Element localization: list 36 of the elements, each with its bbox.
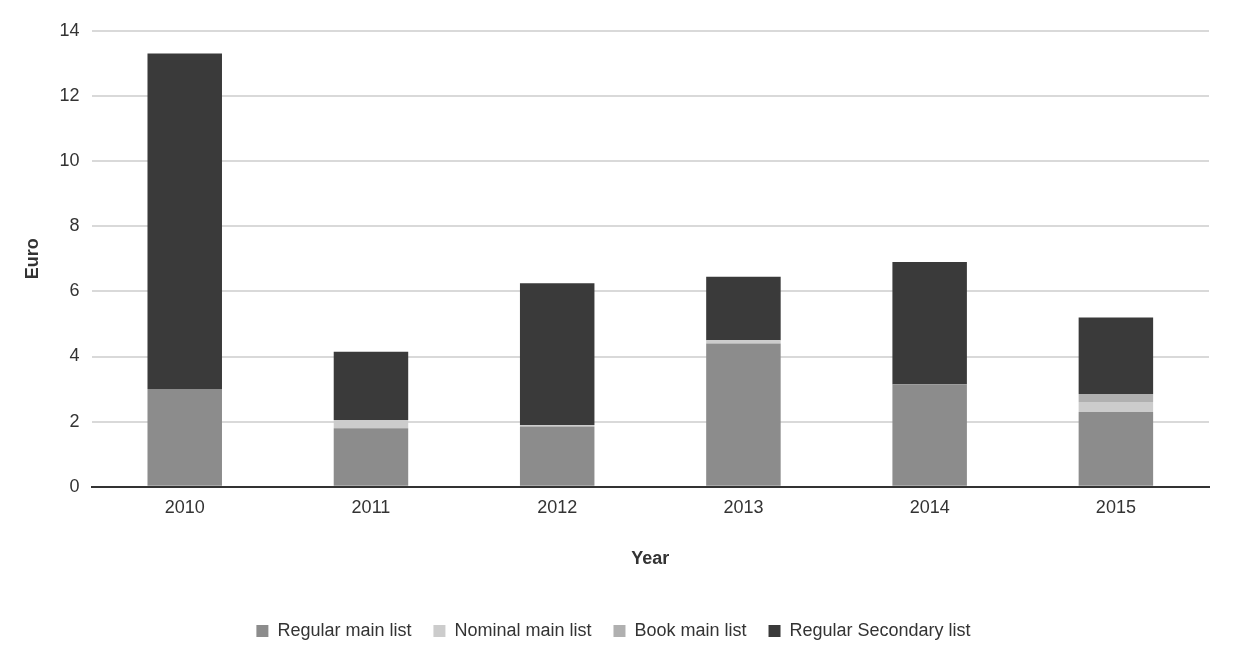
bar [892, 262, 967, 385]
legend-label: Regular main list [277, 619, 412, 640]
y-tick-label: 2 [69, 410, 80, 431]
bar [1078, 393, 1154, 403]
bar [1078, 411, 1154, 486]
bar [706, 340, 781, 344]
bar [333, 420, 409, 429]
x-axis-title: Year [631, 548, 670, 569]
bar [147, 389, 222, 486]
bar [519, 426, 595, 486]
bar [147, 53, 222, 390]
x-tick-label: 2010 [164, 496, 205, 517]
bar [1078, 317, 1154, 394]
bar [519, 283, 595, 425]
x-tick-label: 2011 [351, 496, 391, 517]
bar [333, 428, 409, 486]
bar [1078, 402, 1154, 412]
x-tick-label: 2012 [537, 496, 578, 517]
y-tick-label: 0 [69, 475, 80, 496]
legend-label: Regular Secondary list [789, 619, 971, 640]
x-tick-label: 2015 [1095, 496, 1136, 517]
y-axis-title: Euro [21, 238, 42, 280]
bar [706, 276, 781, 341]
y-tick-label: 6 [69, 280, 80, 301]
legend-label: Nominal main list [454, 619, 592, 640]
bar [333, 351, 409, 421]
bar [892, 384, 967, 486]
x-tick-label: 2013 [723, 496, 764, 517]
x-tick-label: 2014 [909, 496, 950, 517]
y-tick-label: 14 [59, 19, 80, 40]
y-tick-label: 4 [69, 345, 80, 366]
y-tick-label: 10 [59, 150, 80, 171]
y-tick-label: 8 [69, 215, 80, 236]
y-tick-label: 12 [59, 84, 80, 105]
legend-label: Book main list [634, 619, 747, 640]
bar [706, 343, 781, 486]
